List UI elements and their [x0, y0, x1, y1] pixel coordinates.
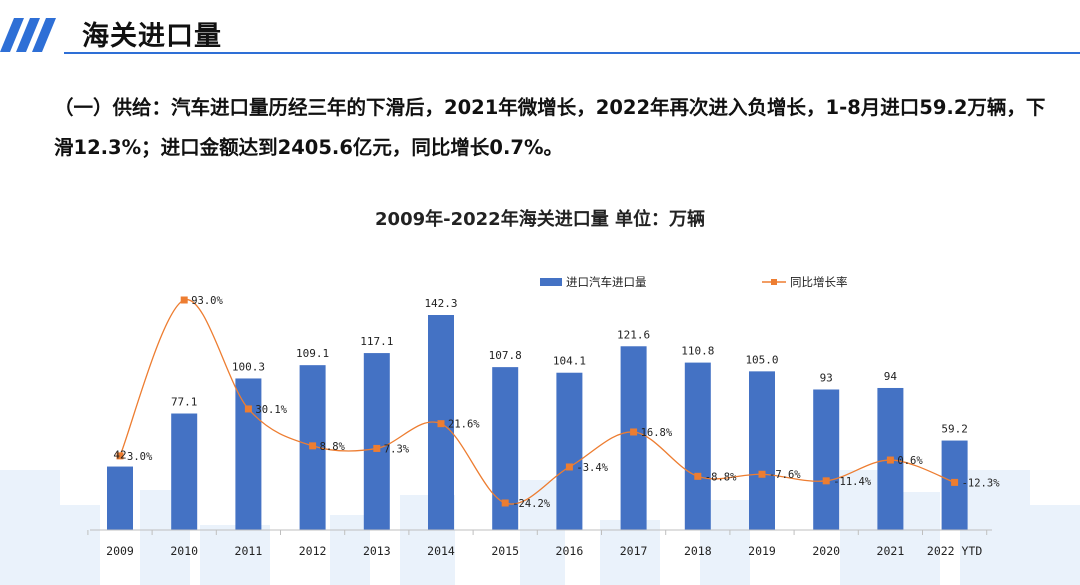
line-point [565, 463, 573, 471]
rate-value-label: 16.8% [641, 427, 673, 439]
bar [107, 466, 133, 530]
x-tick-label: 2010 [170, 544, 198, 558]
bar-value-label: 77.1 [171, 396, 198, 409]
legend-line-marker [771, 279, 777, 285]
x-tick-label: 2009 [106, 544, 134, 558]
line-point [116, 452, 124, 460]
bar-value-label: 142.3 [424, 297, 457, 310]
x-tick-label: 2021 [877, 544, 905, 558]
rate-value-label: 93.0% [191, 295, 223, 307]
bar [171, 413, 198, 530]
x-tick-label: 2013 [363, 544, 391, 558]
x-tick-label: 2022 YTD [927, 544, 982, 558]
bar-value-label: 105.0 [745, 353, 778, 366]
legend: 进口汽车进口量 同比增长率 [540, 275, 848, 289]
line-point [951, 478, 959, 486]
skyline-block [900, 492, 940, 585]
x-tick-label: 2020 [812, 544, 840, 558]
bar [620, 346, 647, 530]
skyline-block [600, 520, 660, 585]
bar-value-label: 110.8 [681, 345, 714, 358]
chart-title: 2009年-2022年海关进口量 单位：万辆 [375, 209, 705, 230]
line-series [116, 296, 959, 507]
rate-value-label: 21.6% [448, 419, 480, 431]
x-tick-label: 2016 [556, 544, 584, 558]
x-tick-label: 2015 [491, 544, 519, 558]
data-labels: 42 77.1 100.3 109.1 117.1 142.3 107.8 104.1 121.… [113, 295, 1000, 510]
skyline-block [0, 470, 60, 585]
x-tick-label: 2018 [684, 544, 712, 558]
rate-value-label: -7.6% [769, 469, 801, 481]
bar-value-label: 100.3 [232, 360, 265, 373]
rate-value-label: 0.6% [897, 455, 923, 467]
page-title: 海关进口量 [82, 21, 222, 52]
bar-value-label: 104.1 [553, 355, 586, 368]
line-point [437, 420, 445, 428]
legend-line-label: 同比增长率 [790, 275, 848, 289]
rate-value-label: 3.0% [127, 451, 153, 463]
background-skyline [0, 470, 1080, 585]
line-point [694, 472, 702, 480]
rate-value-label: -11.4% [833, 476, 872, 488]
x-tick-label: 2011 [235, 544, 263, 558]
bar [684, 362, 711, 530]
skyline-block [960, 470, 1030, 585]
bar-value-label: 59.2 [941, 423, 968, 436]
bar-series [107, 315, 968, 530]
bar [363, 353, 390, 530]
bar-value-label: 109.1 [296, 347, 329, 360]
bar-value-label: 93 [820, 371, 833, 384]
stripes-logo-icon [0, 18, 56, 52]
line-point [822, 477, 830, 485]
rate-value-label: -8.8% [705, 471, 737, 483]
header-bar: 海关进口量 [0, 0, 1080, 60]
line-point [244, 405, 252, 413]
line-point [180, 296, 188, 304]
line-point [886, 456, 894, 464]
x-tick-label: 2019 [748, 544, 776, 558]
line-point [309, 442, 317, 450]
line-point [758, 470, 766, 478]
legend-bar-swatch [540, 278, 562, 286]
bar-value-label: 94 [884, 370, 898, 383]
header-divider [64, 52, 1080, 54]
bar [813, 389, 840, 530]
line-point [501, 499, 509, 507]
skyline-block [60, 505, 100, 585]
skyline-block [200, 525, 270, 585]
x-tick-label: 2012 [299, 544, 327, 558]
bar-value-label: 117.1 [360, 335, 393, 348]
skyline-block [330, 515, 370, 585]
bar [749, 371, 775, 530]
line-point [630, 428, 638, 436]
bar-value-label: 121.6 [617, 328, 650, 341]
rate-value-label: 30.1% [255, 404, 287, 416]
line-point [373, 444, 381, 452]
bar-value-label: 42 [113, 449, 126, 462]
x-tick-label: 2014 [427, 544, 455, 558]
rate-value-label: 7.3% [384, 443, 410, 455]
bar [556, 372, 583, 530]
x-axis: 2009 2010 2011 2012 2013 2014 2015 2016 2017 2018… [87, 529, 992, 558]
rate-value-label: -12.3% [962, 477, 1001, 489]
rate-value-label: 8.8% [320, 441, 346, 453]
rate-value-label: -3.4% [576, 462, 608, 474]
description-text: （一）供给：汽车进口量历经三年的下滑后，2021年微增长，2022年再次进入负增… [54, 96, 1046, 159]
rate-value-label: -24.2% [512, 498, 551, 510]
bar [235, 378, 262, 530]
bar-value-label: 107.8 [489, 349, 522, 362]
x-tick-label: 2017 [620, 544, 648, 558]
skyline-block [1030, 505, 1080, 585]
legend-bar-label: 进口汽车进口量 [566, 275, 647, 289]
